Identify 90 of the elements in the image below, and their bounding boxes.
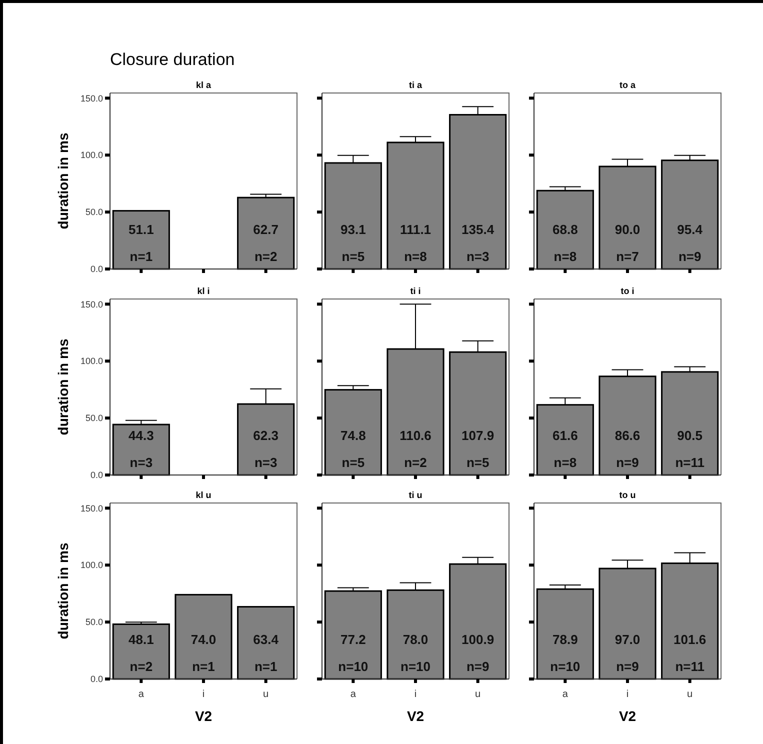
annotation: n=2 — [254, 249, 278, 264]
x-tick-label: i — [626, 689, 629, 700]
chart-title: to u — [619, 490, 636, 500]
y-axis-title: duration in ms — [55, 132, 71, 230]
y-axis-title: duration in ms — [55, 338, 71, 436]
chart-title: kl a — [196, 80, 212, 90]
annotation: n=8 — [554, 249, 577, 264]
annotation: n=10 — [338, 659, 368, 674]
y-tick-label: 50.0 — [85, 413, 103, 424]
x-tick-label: u — [687, 689, 693, 700]
annotation: n=8 — [404, 249, 427, 264]
text: Closure duration — [110, 50, 235, 69]
data-label: 74.0 — [190, 632, 216, 647]
data-label: 68.8 — [552, 222, 578, 237]
annotation: n=5 — [466, 455, 490, 470]
data-label: 61.6 — [552, 428, 578, 443]
y-tick-label: 0.0 — [90, 470, 103, 480]
x-tick-label: i — [414, 689, 417, 700]
y-tick-label: 50.0 — [85, 617, 103, 628]
x-tick-label: i — [202, 689, 205, 700]
annotation: n=3 — [130, 455, 153, 470]
annotation: n=9 — [466, 659, 490, 674]
annotation: n=1 — [254, 659, 278, 674]
data-label: 107.9 — [462, 428, 494, 443]
annotation: n=2 — [130, 659, 153, 674]
chart-title: ti u — [408, 490, 422, 500]
annotation: n=3 — [254, 455, 278, 470]
annotation: n=1 — [192, 659, 215, 674]
data-label: 74.8 — [340, 428, 366, 443]
x-tick-label: u — [263, 689, 269, 700]
x-tick-label: a — [350, 689, 356, 700]
x-axis-title: V2 — [406, 708, 424, 724]
y-tick-label: 100.0 — [80, 356, 103, 366]
annotation: n=5 — [342, 249, 365, 264]
bar — [174, 594, 232, 680]
y-tick-label: 150.0 — [80, 503, 103, 514]
x-axis-title: V2 — [194, 708, 212, 724]
chart-title: to a — [619, 80, 636, 90]
y-tick-label: 100.0 — [80, 560, 103, 570]
x-axis-title: V2 — [618, 708, 636, 724]
y-tick-label: 100.0 — [80, 150, 103, 160]
data-label: 78.0 — [402, 632, 428, 647]
data-label: 78.9 — [552, 632, 578, 647]
annotation: n=2 — [404, 455, 427, 470]
data-label: 100.9 — [462, 632, 494, 647]
data-label: 62.3 — [253, 428, 278, 443]
data-label: 77.2 — [340, 632, 366, 647]
annotation: n=8 — [554, 455, 577, 470]
chart-title: kl i — [197, 286, 210, 296]
y-tick-label: 0.0 — [90, 264, 103, 274]
data-label: 48.1 — [128, 632, 154, 647]
data-label: 97.0 — [614, 632, 640, 647]
annotation: n=11 — [675, 659, 704, 674]
y-axis-title: duration in ms — [55, 542, 71, 640]
annotation: n=1 — [130, 249, 153, 264]
data-label: 95.4 — [677, 222, 704, 237]
data-label: 90.0 — [614, 222, 640, 237]
data-label: 110.6 — [400, 428, 432, 443]
chart-title: ti i — [410, 286, 421, 296]
annotation: n=7 — [616, 249, 639, 264]
data-label: 93.1 — [340, 222, 366, 237]
data-label: 44.3 — [128, 428, 154, 443]
data-label: 90.5 — [677, 428, 702, 443]
data-label: 62.7 — [253, 222, 278, 237]
data-label: 63.4 — [253, 632, 280, 647]
x-tick-label: a — [562, 689, 568, 700]
annotation: n=10 — [550, 659, 580, 674]
annotation: n=5 — [342, 455, 365, 470]
chart-title: to i — [620, 286, 634, 296]
data-label: 111.1 — [400, 222, 432, 237]
annotation: n=10 — [400, 659, 430, 674]
annotation: n=11 — [675, 455, 704, 470]
y-tick-label: 0.0 — [90, 674, 103, 684]
data-label: 86.6 — [614, 428, 640, 443]
bar — [112, 623, 170, 680]
data-label: 51.1 — [128, 222, 154, 237]
data-label: 135.4 — [462, 222, 495, 237]
y-tick-label: 150.0 — [80, 93, 103, 104]
x-tick-label: a — [138, 689, 144, 700]
annotation: n=9 — [616, 455, 639, 470]
annotation: n=9 — [678, 249, 702, 264]
data-label: 101.6 — [674, 632, 706, 647]
annotation: n=3 — [466, 249, 490, 264]
chart-title: kl u — [196, 490, 212, 500]
x-tick-label: u — [475, 689, 481, 700]
chart-title: ti a — [408, 80, 423, 90]
y-tick-label: 150.0 — [80, 299, 103, 310]
annotation: n=9 — [616, 659, 639, 674]
y-tick-label: 50.0 — [85, 207, 103, 218]
bar — [237, 606, 295, 680]
